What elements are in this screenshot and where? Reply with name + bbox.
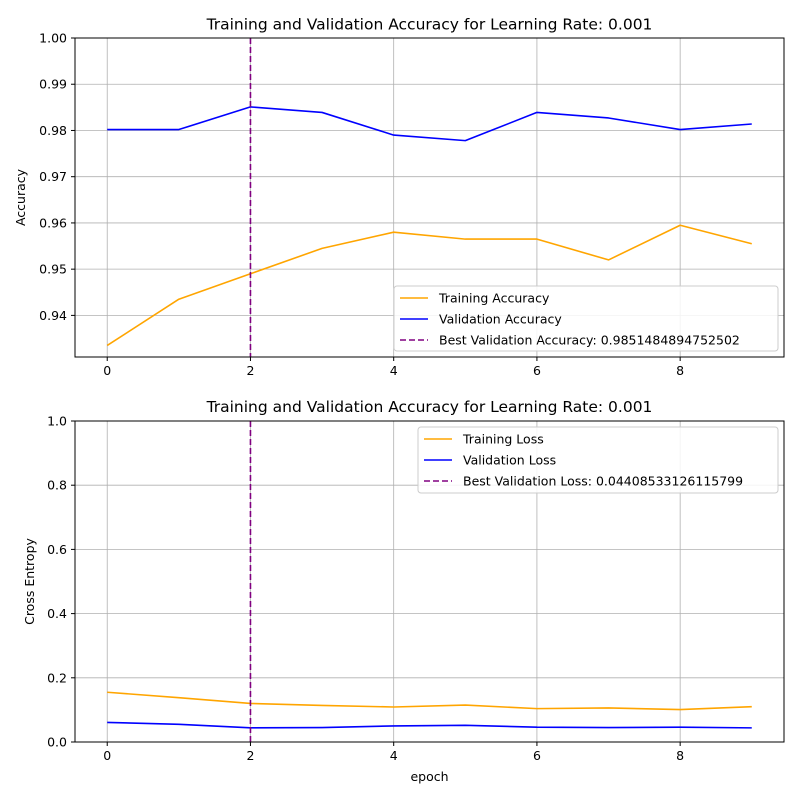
y-tick-label: 0.96 xyxy=(39,215,67,230)
legend: Training Loss Validation Loss Best Validat… xyxy=(417,426,779,494)
x-tick-label: 4 xyxy=(390,363,398,378)
y-tick-label: 0.8 xyxy=(47,478,67,493)
plot-frame xyxy=(74,37,785,358)
series-line-training-loss xyxy=(107,691,752,711)
chart-title: Training and Validation Accuracy for Lea… xyxy=(206,16,653,34)
legend-box xyxy=(393,285,779,352)
x-tick-label: 0 xyxy=(103,363,111,378)
x-tick-label: 6 xyxy=(533,363,541,378)
plot-frame xyxy=(74,420,785,743)
series-line-validation-accuracy xyxy=(107,106,752,142)
legend: Training Accuracy Validation Accuracy Best… xyxy=(393,285,779,352)
x-tick-label: 8 xyxy=(676,363,684,378)
legend-label: Best Validation Loss: 0.0440853312611579… xyxy=(463,474,743,489)
y-tick-label: 0.94 xyxy=(39,308,67,323)
legend-label: Training Accuracy xyxy=(438,291,550,306)
legend-label: Training Loss xyxy=(462,432,544,447)
y-tick-label: 0.99 xyxy=(39,77,67,92)
y-tick-label: 0.98 xyxy=(39,123,67,138)
chart-title: Training and Validation Accuracy for Lea… xyxy=(206,398,653,416)
legend-box xyxy=(417,426,779,494)
y-tick-label: 1.00 xyxy=(39,31,67,46)
y-tick-label: 0.6 xyxy=(47,542,67,557)
x-tick-label: 2 xyxy=(246,748,254,763)
y-tick-label: 0.2 xyxy=(47,670,67,685)
y-tick-label: 0.97 xyxy=(39,169,67,184)
y-tick-label: 0.95 xyxy=(39,262,67,277)
x-tick-label: 8 xyxy=(676,748,684,763)
x-axis-label: epoch xyxy=(410,769,448,784)
y-axis-label: Cross Entropy xyxy=(22,537,37,624)
series-line-training-accuracy xyxy=(106,224,752,347)
series-group xyxy=(107,421,752,742)
loss-chart: Training and Validation Accuracy for Lea… xyxy=(22,398,785,784)
legend-label: Best Validation Accuracy: 0.985148489475… xyxy=(439,333,740,348)
y-tick-label: 0.4 xyxy=(47,606,67,621)
accuracy-chart: Training and Validation Accuracy for Lea… xyxy=(13,16,785,378)
legend-label: Validation Accuracy xyxy=(439,312,562,327)
series-line-validation-loss xyxy=(107,721,752,729)
x-tick-label: 2 xyxy=(246,363,254,378)
x-tick-label: 0 xyxy=(103,748,111,763)
axes: 0 2 4 6 8 0.94 0.95 0.96 0.97 0.98 0.99 1.00 xyxy=(39,31,785,378)
series-group xyxy=(106,38,752,357)
x-tick-label: 6 xyxy=(533,748,541,763)
x-tick-label: 4 xyxy=(390,748,398,763)
y-tick-label: 0.0 xyxy=(47,735,67,750)
legend-label: Validation Loss xyxy=(463,453,556,468)
y-axis-label: Accuracy xyxy=(13,168,28,226)
y-tick-label: 1.0 xyxy=(47,414,67,429)
axes: 0 2 4 6 8 0.0 0.2 0.4 0.6 0.8 1.0 xyxy=(47,414,785,763)
